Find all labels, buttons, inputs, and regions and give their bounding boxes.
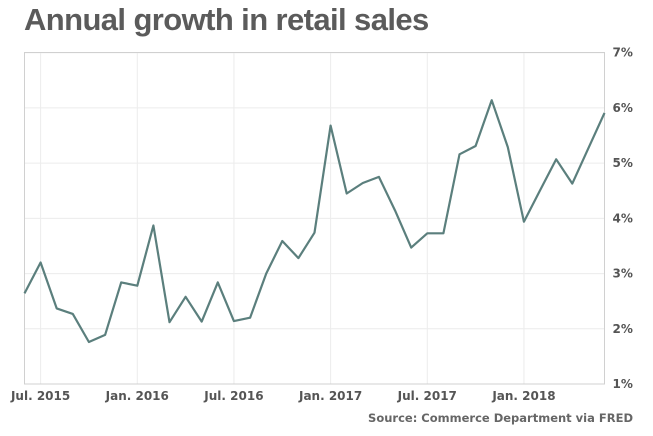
- x-tick-label: Jul. 2017: [397, 389, 457, 403]
- plot-frame: [24, 52, 605, 385]
- y-axis: 1% 2% 3% 4% 5% 6% 7%: [613, 46, 633, 391]
- y-tick-label: 3%: [613, 267, 633, 281]
- x-tick-label: Jan. 2017: [298, 389, 362, 403]
- series-line: [23, 99, 606, 344]
- y-tick-label: 4%: [613, 211, 633, 225]
- data-points: [24, 100, 605, 343]
- x-tick-label: Jan. 2018: [491, 389, 555, 403]
- y-tick-label: 2%: [613, 322, 633, 336]
- y-tick-label: 5%: [613, 156, 633, 170]
- x-tick-label: Jul. 2016: [203, 389, 263, 403]
- y-tick-label: 6%: [613, 101, 633, 115]
- x-tick-label: Jul. 2015: [10, 389, 70, 403]
- x-axis: Jul. 2015 Jan. 2016 Jul. 2016 Jan. 2017 Jul.…: [10, 389, 556, 403]
- chart-title: Annual growth in retail sales: [24, 2, 429, 37]
- gridlines: [24, 52, 605, 385]
- y-tick-label: 7%: [613, 46, 633, 60]
- y-tick-label: 1%: [613, 377, 633, 391]
- source-note: Source: Commerce Department via FRED: [368, 411, 633, 425]
- x-tick-label: Jan. 2016: [105, 389, 169, 403]
